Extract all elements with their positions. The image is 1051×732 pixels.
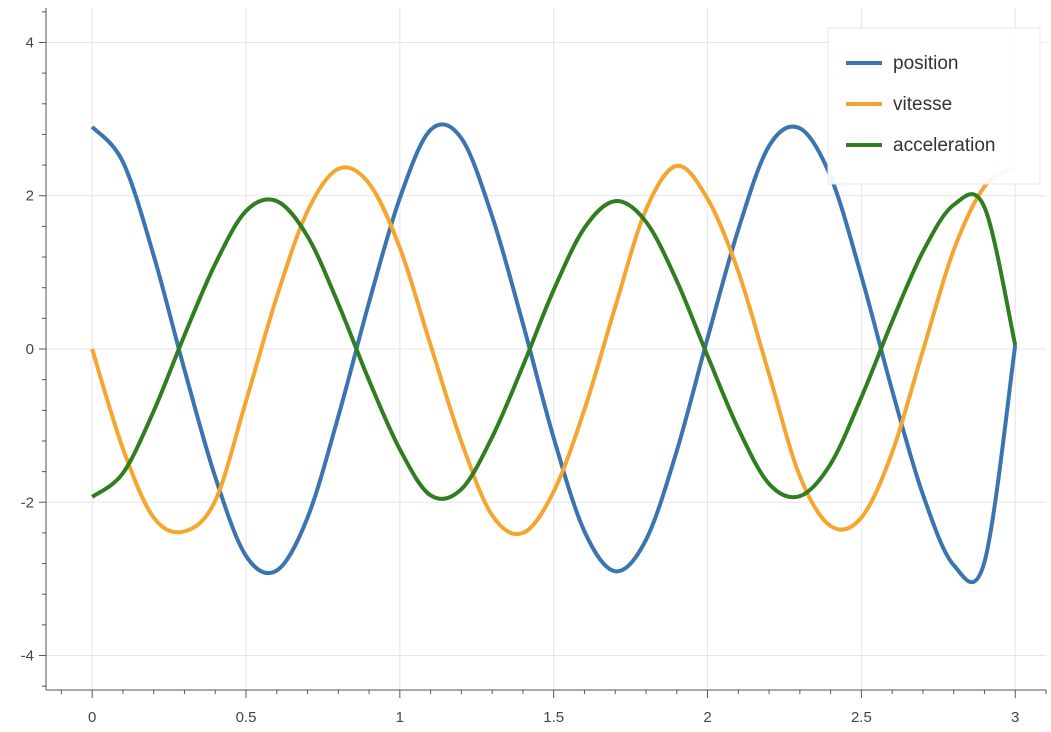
x-tick-label: 1.5 (543, 709, 564, 726)
x-tick-label: 1 (396, 709, 404, 726)
legend-label: acceleration (893, 135, 995, 156)
axes: 0 0.5 1 1.5 2 2.5 3 -4 -2 0 2 4 (21, 8, 1047, 726)
y-tick-label: 4 (26, 34, 34, 51)
y-tick-label: -4 (21, 648, 34, 665)
x-tick-label: 2 (703, 709, 711, 726)
legend-item-acceleration: acceleration (846, 135, 995, 156)
x-tick-label: 3 (1011, 709, 1019, 726)
legend-label: position (893, 53, 959, 74)
legend: position vitesse acceleration (827, 27, 1041, 185)
series-line-position (90, 122, 1018, 585)
series-line-vitesse (90, 163, 1017, 536)
legend-label: vitesse (893, 94, 952, 115)
x-tick-label: 0.5 (236, 709, 257, 726)
series-layer (90, 122, 1018, 585)
y-tick-label: -2 (21, 494, 34, 511)
x-tick-label: 2.5 (851, 709, 872, 726)
legend-item-position: position (846, 53, 959, 74)
y-tick-label: 0 (26, 341, 34, 358)
legend-item-vitesse: vitesse (846, 94, 952, 115)
series-line-acceleration (90, 192, 1018, 501)
y-tick-label: 2 (26, 188, 34, 205)
x-tick-label: 0 (88, 709, 96, 726)
